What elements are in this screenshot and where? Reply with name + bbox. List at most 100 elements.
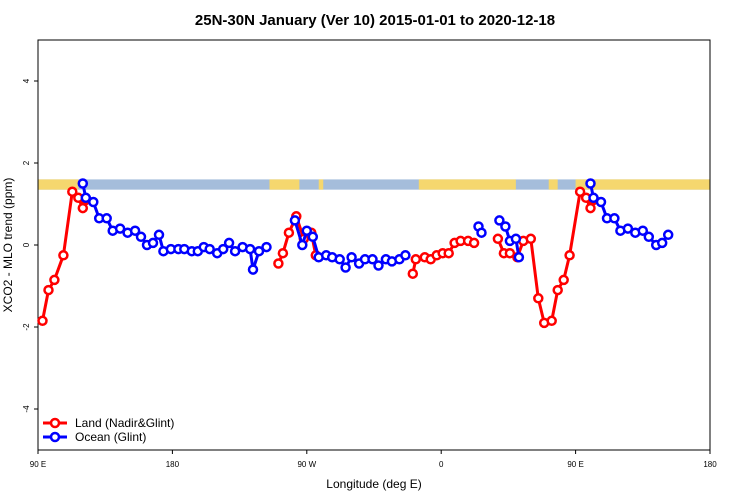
- x-tick-label: 180: [703, 460, 717, 469]
- data-point: [504, 247, 516, 259]
- data-point: [283, 227, 295, 238]
- series-line: [589, 183, 670, 247]
- y-axis-ticks: -4 -2 0 2 4: [22, 78, 38, 413]
- data-point: [443, 247, 454, 259]
- data-point: [546, 315, 557, 327]
- data-point: [301, 225, 313, 236]
- data-point: [67, 186, 78, 197]
- data-point: [244, 243, 256, 255]
- data-point: [223, 237, 235, 249]
- data-point: [494, 215, 505, 226]
- legend: Land (Nadir&Glint) Ocean (Glint): [43, 416, 174, 444]
- data-point: [307, 231, 319, 243]
- data-point: [204, 243, 215, 255]
- data-point: [622, 223, 634, 234]
- x-tick-label: 90 E: [30, 460, 46, 469]
- y-tick-label: -2: [22, 323, 31, 331]
- data-point: [114, 223, 126, 234]
- data-point: [289, 215, 301, 226]
- x-tick-label: 90 E: [567, 460, 583, 469]
- data-point: [492, 233, 504, 245]
- data-point: [510, 233, 522, 245]
- y-tick-label: 2: [22, 160, 31, 165]
- data-point: [77, 178, 89, 189]
- data-point: [533, 293, 544, 304]
- data-point: [88, 196, 99, 208]
- data-point: [135, 231, 147, 243]
- data-point: [340, 262, 351, 273]
- series-ocean: [77, 178, 674, 275]
- data-point: [153, 229, 165, 241]
- data-point: [585, 178, 596, 189]
- data-point: [217, 243, 229, 255]
- data-point: [129, 225, 141, 236]
- legend-land-label: Land (Nadir&Glint): [75, 416, 174, 430]
- data-point: [564, 250, 575, 261]
- data-point: [346, 252, 357, 263]
- land-band: [38, 179, 79, 190]
- data-point: [513, 252, 525, 263]
- data-point: [500, 221, 511, 232]
- land-ocean-mask: [38, 179, 710, 190]
- data-point: [400, 250, 411, 261]
- data-point: [574, 186, 586, 197]
- y-tick-label: -4: [22, 405, 31, 413]
- land-band: [575, 179, 710, 190]
- data-point: [77, 202, 89, 214]
- data-point: [585, 202, 596, 214]
- data-point: [552, 284, 563, 296]
- data-point: [637, 225, 649, 236]
- land-band: [318, 179, 324, 190]
- data-point: [261, 241, 272, 253]
- y-tick-label: 4: [22, 78, 31, 83]
- data-point: [247, 264, 259, 275]
- data-point: [656, 237, 668, 249]
- data-point: [558, 274, 569, 286]
- y-tick-label: 0: [22, 242, 31, 247]
- data-point: [588, 192, 599, 204]
- data-point: [367, 254, 378, 265]
- data-point: [101, 213, 112, 224]
- data-point: [373, 260, 384, 271]
- x-tick-label: 180: [166, 460, 180, 469]
- data-point: [147, 237, 159, 249]
- data-point: [297, 239, 308, 251]
- data-point: [595, 196, 607, 208]
- x-tick-label: 0: [439, 460, 444, 469]
- data-point: [37, 315, 48, 327]
- data-point: [58, 250, 69, 261]
- data-point: [662, 229, 674, 241]
- data-point: [525, 233, 537, 245]
- axes: [37, 39, 711, 451]
- x-axis-ticks: 90 E 180 90 W 0 90 E 180: [30, 450, 717, 469]
- data-point: [643, 231, 655, 243]
- data-point: [407, 268, 419, 279]
- plot-frame: [37, 39, 711, 451]
- data-point: [277, 247, 289, 259]
- x-tick-label: 90 W: [297, 460, 316, 469]
- data-point: [476, 227, 487, 238]
- data-point: [253, 245, 265, 257]
- legend-item-land: Land (Nadir&Glint): [43, 416, 174, 430]
- data-point: [273, 258, 284, 269]
- land-band: [548, 179, 558, 190]
- legend-ocean-label: Ocean (Glint): [75, 430, 146, 444]
- series-lines: [37, 178, 674, 329]
- data-point: [49, 274, 60, 286]
- data-point: [468, 237, 480, 249]
- legend-item-ocean: Ocean (Glint): [43, 430, 146, 444]
- x-axis-label: Longitude (deg E): [326, 477, 421, 491]
- legend-land-marker: [49, 417, 61, 429]
- data-point: [410, 254, 422, 265]
- land-band: [418, 179, 516, 190]
- data-point: [334, 254, 345, 265]
- land-band: [269, 179, 300, 190]
- chart-title: 25N-30N January (Ver 10) 2015-01-01 to 2…: [195, 12, 555, 29]
- legend-ocean-marker: [49, 431, 61, 443]
- ocean-band: [38, 179, 710, 190]
- data-point: [80, 192, 92, 204]
- data-point: [229, 245, 241, 257]
- y-axis-label: XCO2 - MLO trend (ppm): [1, 178, 15, 313]
- data-point: [609, 213, 620, 224]
- data-point: [43, 284, 54, 296]
